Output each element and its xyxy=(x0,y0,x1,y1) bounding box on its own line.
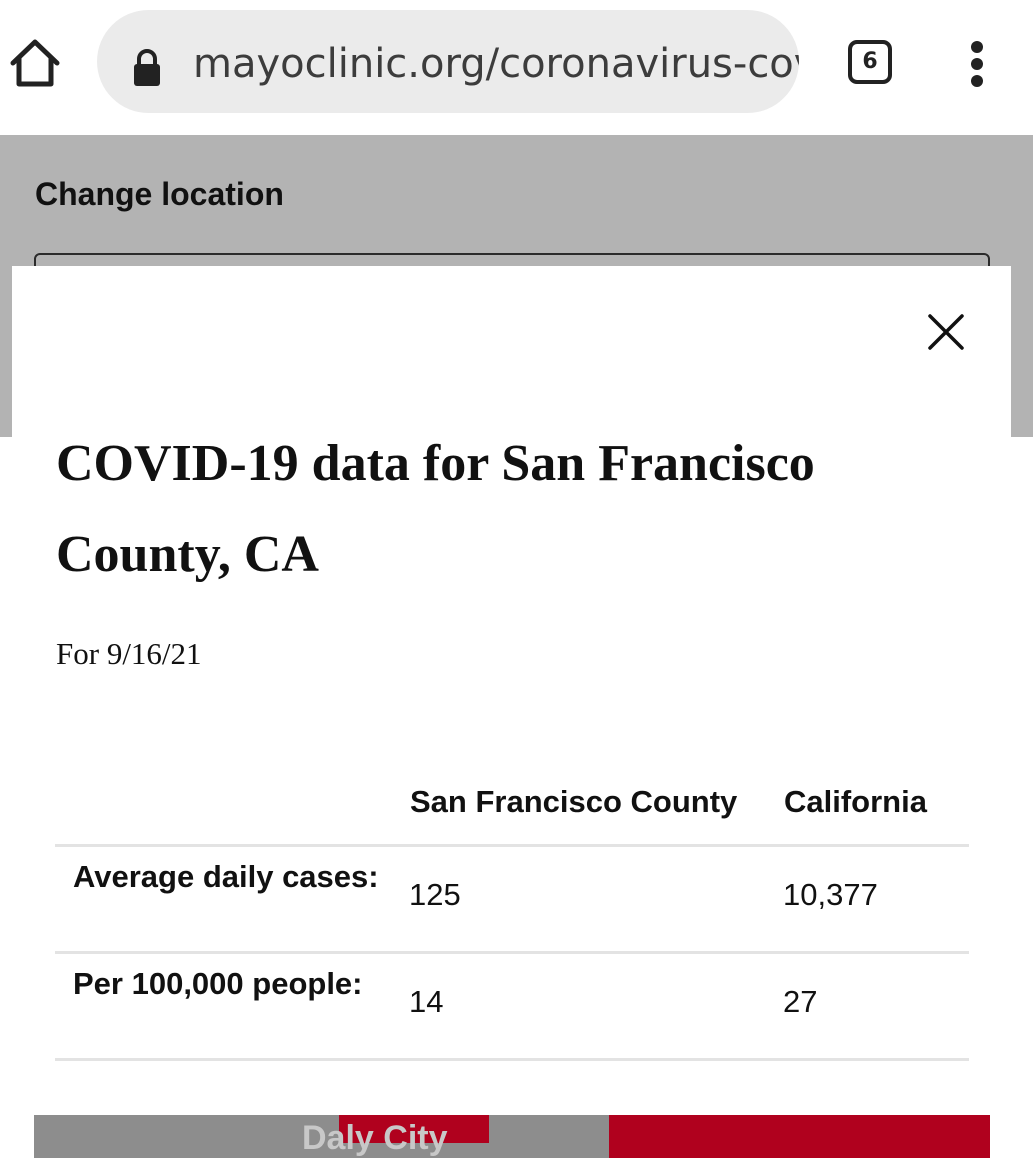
row-label: Per 100,000 people: xyxy=(73,966,363,1001)
table-row: Average daily cases: 125 10,377 xyxy=(55,845,969,953)
modal-title: COVID-19 data for San Francisco County, … xyxy=(56,435,815,583)
table-header-county: San Francisco County xyxy=(410,784,738,819)
more-vert-icon[interactable] xyxy=(960,38,994,88)
covid-data-table: San Francisco County California Average … xyxy=(55,749,969,1061)
table-row: Per 100,000 people: 14 27 xyxy=(55,952,969,1060)
home-button[interactable] xyxy=(8,36,62,90)
browser-toolbar: mayoclinic.org/coronavirus-covid-19/map … xyxy=(0,0,1033,135)
table-header-empty xyxy=(55,749,409,846)
map[interactable]: Daly City xyxy=(34,1115,990,1158)
url-text: mayoclinic.org/coronavirus-covid-19/map xyxy=(193,41,799,87)
map-city-label: Daly City xyxy=(302,1119,448,1157)
map-region xyxy=(609,1115,990,1158)
address-bar[interactable]: mayoclinic.org/coronavirus-covid-19/map xyxy=(97,10,799,113)
county-value: 125 xyxy=(409,877,461,912)
state-value: 27 xyxy=(783,984,818,1019)
home-icon xyxy=(10,39,60,87)
tab-switcher-button[interactable]: 6 xyxy=(848,40,892,84)
state-value: 10,377 xyxy=(783,877,878,912)
table-header-state: California xyxy=(784,784,927,819)
change-location-label: Change location xyxy=(35,176,284,212)
map-region xyxy=(339,1115,489,1143)
tab-count: 6 xyxy=(862,49,878,74)
row-label: Average daily cases: xyxy=(73,859,379,894)
close-icon xyxy=(928,314,964,350)
close-button[interactable] xyxy=(926,312,966,352)
county-value: 14 xyxy=(409,984,444,1019)
covid-data-modal: COVID-19 data for San Francisco County, … xyxy=(12,266,1011,1115)
data-date: For 9/16/21 xyxy=(56,636,202,671)
table-header-row: San Francisco County California xyxy=(55,749,969,846)
lock-icon xyxy=(134,49,160,86)
